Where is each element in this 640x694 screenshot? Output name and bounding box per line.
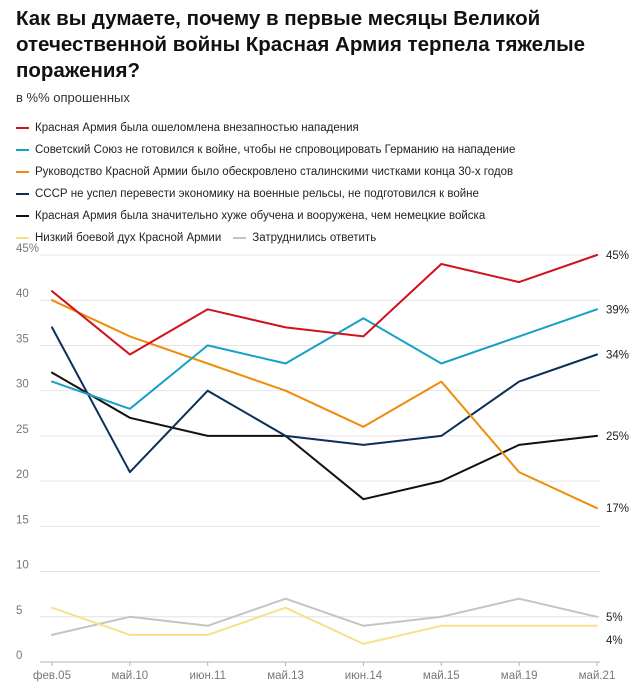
legend: Красная Армия была ошеломлена внезапност… xyxy=(16,117,515,249)
chart-subtitle: в %% опрошенных xyxy=(16,90,130,105)
legend-swatch xyxy=(16,215,29,217)
end-value-label: 34% xyxy=(606,349,629,361)
x-tick-label: май.21 xyxy=(579,670,616,682)
y-tick-label: 35 xyxy=(16,333,29,345)
y-tick-label: 30 xyxy=(16,379,29,391)
y-tick-label: 15 xyxy=(16,514,29,526)
end-value-label: 17% xyxy=(606,503,629,515)
legend-swatch xyxy=(233,237,247,239)
y-tick-label: 45% xyxy=(16,243,39,255)
x-tick-label: май.13 xyxy=(267,670,304,682)
y-tick-label: 5 xyxy=(16,605,22,617)
legend-swatch xyxy=(16,237,29,239)
series-line xyxy=(51,326,598,474)
legend-swatch xyxy=(16,193,29,195)
x-tick-label: июн.11 xyxy=(189,670,226,682)
series-line xyxy=(51,254,598,356)
y-tick-label: 10 xyxy=(16,560,29,572)
end-value-label: 45% xyxy=(606,250,629,262)
series-line xyxy=(51,597,598,636)
legend-item: Руководство Красной Армии было обескровл… xyxy=(16,161,515,183)
series-line xyxy=(51,308,598,410)
y-tick-label: 40 xyxy=(16,288,29,300)
legend-label: Красная Армия была значительно хуже обуч… xyxy=(35,210,486,222)
legend-item: Советский Союз не готовился к войне, что… xyxy=(16,139,515,161)
legend-label: Советский Союз не готовился к войне, что… xyxy=(35,144,516,156)
legend-item: Красная Армия была ошеломлена внезапност… xyxy=(16,117,515,139)
y-tick-label: 25 xyxy=(16,424,29,436)
legend-swatch xyxy=(16,171,29,173)
series-line xyxy=(51,606,598,645)
legend-item: Затруднились ответить xyxy=(233,232,376,244)
legend-label: Затруднились ответить xyxy=(252,232,377,244)
end-value-label: 25% xyxy=(606,431,629,443)
legend-swatch xyxy=(16,149,29,151)
x-tick-label: май.19 xyxy=(501,670,538,682)
legend-item: Красная Армия была значительно хуже обуч… xyxy=(16,205,515,227)
legend-label: Красная Армия была ошеломлена внезапност… xyxy=(35,122,359,134)
x-tick-label: июн.14 xyxy=(345,670,383,682)
legend-label: Руководство Красной Армии было обескровл… xyxy=(35,166,514,178)
y-tick-label: 0 xyxy=(16,650,22,662)
chart-title: Как вы думаете, почему в первые месяцы В… xyxy=(16,7,585,82)
legend-item: Низкий боевой дух Красной Армии xyxy=(16,232,221,244)
series-line xyxy=(51,299,598,510)
x-tick-label: фев.05 xyxy=(33,670,71,682)
legend-row: Низкий боевой дух Красной Армии Затрудни… xyxy=(16,227,515,249)
y-tick-label: 20 xyxy=(16,469,29,481)
legend-item: СССР не успел перевести экономику на вое… xyxy=(16,183,515,205)
end-value-label: 5% xyxy=(606,612,623,624)
x-tick-label: май.15 xyxy=(423,670,460,682)
end-value-label: 39% xyxy=(606,304,629,316)
end-value-label: 4% xyxy=(606,635,623,647)
legend-label: Низкий боевой дух Красной Армии xyxy=(35,232,222,244)
series-line xyxy=(51,371,598,501)
x-tick-label: май.10 xyxy=(111,670,148,682)
legend-swatch xyxy=(16,127,29,129)
legend-label: СССР не успел перевести экономику на вое… xyxy=(35,188,479,200)
